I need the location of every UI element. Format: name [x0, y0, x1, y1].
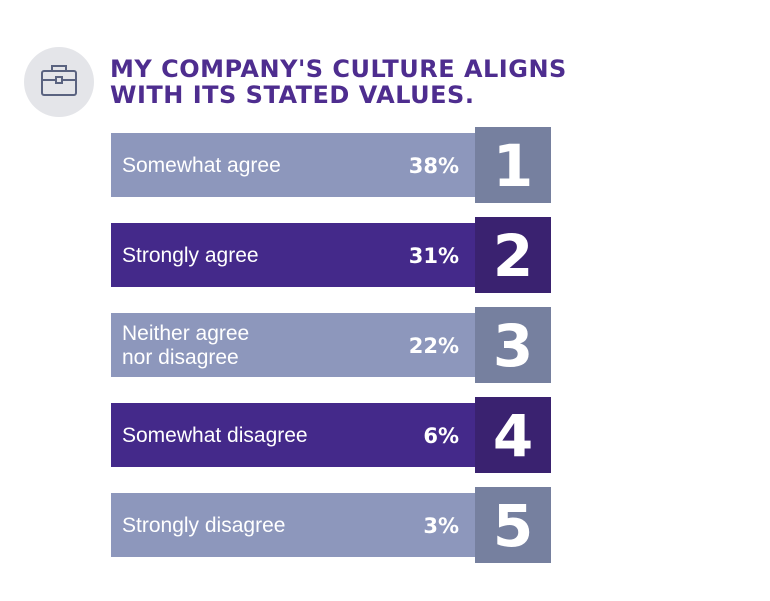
value-label: 3% [423, 514, 459, 538]
rank-number: 4 [493, 402, 533, 470]
rank-number: 5 [493, 492, 533, 560]
value-label: 6% [423, 424, 459, 448]
bar [111, 223, 475, 287]
bar [111, 313, 475, 377]
category-label: Strongly disagree [122, 514, 285, 537]
category-label: Strongly agree [122, 244, 259, 267]
rank-box [475, 487, 551, 563]
page-title: MY COMPANY'S CULTURE ALIGNS WITH ITS STA… [110, 56, 670, 108]
category-label: nor disagree [122, 346, 239, 369]
briefcase-icon [24, 47, 94, 117]
bar-row: Somewhat agree 38% 1 [111, 127, 551, 203]
rank-box [475, 307, 551, 383]
bar-row: Strongly disagree 3% 5 [111, 487, 551, 563]
bar [111, 493, 475, 557]
value-label: 38% [409, 154, 459, 178]
category-label: Neither agree [122, 322, 249, 345]
rank-number: 3 [493, 312, 533, 380]
rank-box [475, 127, 551, 203]
title-line-1: MY COMPANY'S CULTURE ALIGNS [110, 55, 567, 83]
rank-box [475, 397, 551, 473]
rank-number: 1 [493, 132, 533, 200]
bar [111, 133, 475, 197]
bar-row: Strongly agree 31% 2 [111, 217, 551, 293]
bar-row: Somewhat disagree 6% 4 [111, 397, 551, 473]
category-label: Somewhat agree [122, 154, 281, 177]
rank-box [475, 217, 551, 293]
title-line-2: WITH ITS STATED VALUES. [110, 81, 475, 109]
rank-number: 2 [493, 222, 533, 290]
category-label: Somewhat disagree [122, 424, 308, 447]
bar [111, 403, 475, 467]
value-label: 31% [409, 244, 459, 268]
value-label: 22% [409, 334, 459, 358]
